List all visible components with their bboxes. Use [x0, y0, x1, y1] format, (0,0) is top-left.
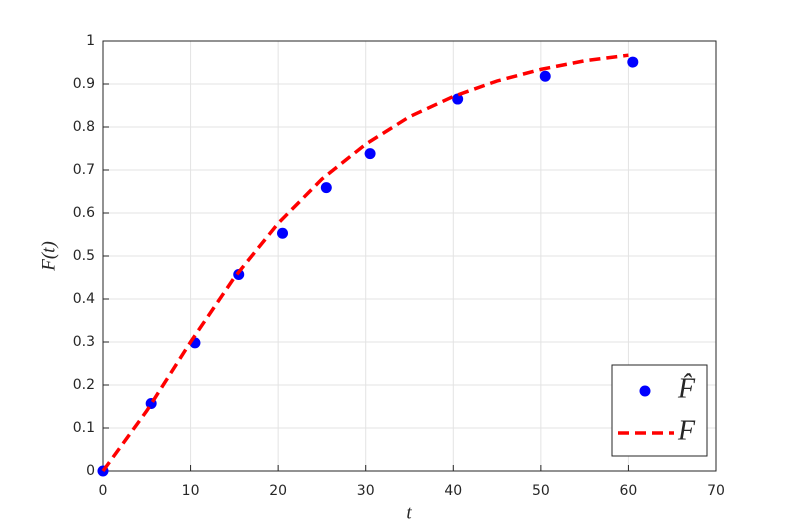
y-tick-label: 0 — [86, 463, 95, 479]
scatter-point — [320, 182, 332, 194]
legend-box — [611, 364, 708, 457]
y-tick-label: 0.1 — [73, 420, 95, 436]
line-series — [101, 53, 629, 473]
legend-label: F — [677, 415, 696, 446]
x-axis-label: t — [406, 502, 412, 523]
y-tick-label: 0.8 — [73, 119, 95, 135]
y-tick-label: 0.9 — [73, 76, 95, 92]
scatter-point — [364, 148, 376, 160]
x-tick-label: 70 — [707, 483, 725, 499]
scatter-point — [627, 56, 639, 68]
y-tick-label: 0.6 — [73, 205, 95, 221]
x-tick-label: 40 — [444, 483, 462, 499]
scatter-point — [539, 70, 551, 82]
legend-label: F̂ — [677, 373, 696, 404]
legend-marker — [639, 385, 651, 397]
x-tick-label: 20 — [269, 483, 287, 499]
y-tick-label: 0.5 — [73, 248, 95, 264]
y-tick-label: 1 — [86, 33, 95, 49]
axes-box — [102, 40, 717, 472]
scatter-point — [452, 93, 464, 105]
x-tick-label: 30 — [357, 483, 375, 499]
y-tick-label: 0.7 — [73, 162, 95, 178]
y-axis-label: F(t) — [38, 241, 59, 272]
legend: F̂ F — [611, 364, 708, 457]
scatter-point — [277, 227, 289, 239]
x-tick-label: 60 — [620, 483, 638, 499]
x-tick-label: 50 — [532, 483, 550, 499]
y-tick-label: 0.2 — [73, 377, 95, 393]
x-tick-label: 10 — [182, 483, 200, 499]
y-tick-label: 0.4 — [73, 291, 95, 307]
x-tick-label: 0 — [99, 483, 108, 499]
y-tick-label: 0.3 — [73, 334, 95, 350]
